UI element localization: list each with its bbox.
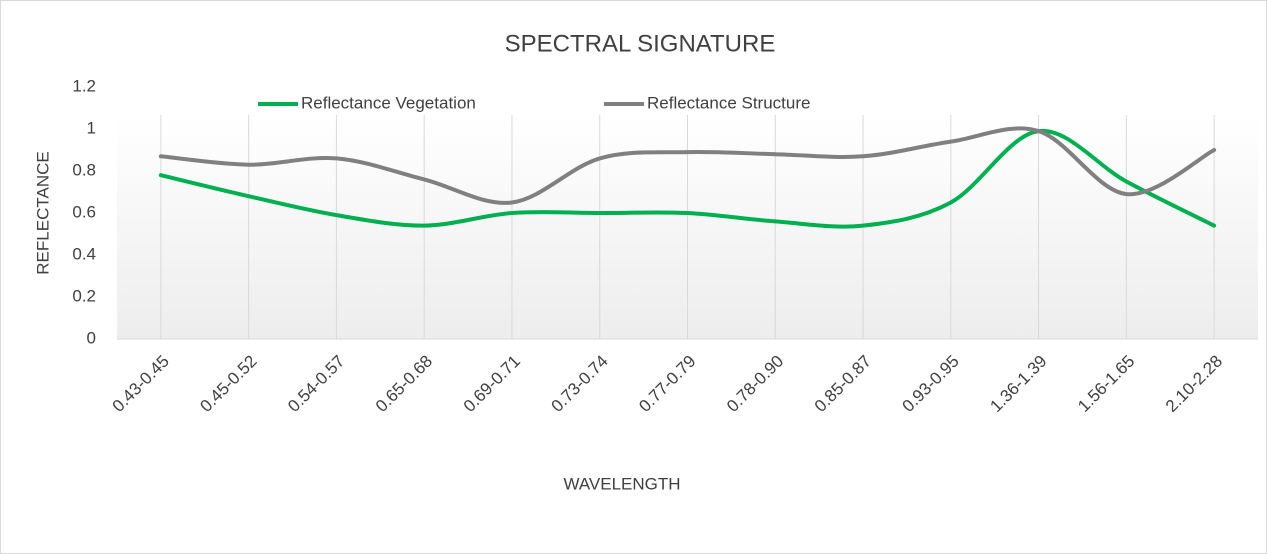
y-axis-title: REFLECTANCE: [33, 151, 52, 274]
series-line: [158, 126, 1217, 205]
y-tick-label: 0.8: [72, 160, 96, 179]
y-tick-label: 0: [87, 328, 96, 347]
x-axis-title: WAVELENGTH: [563, 474, 680, 493]
chart-title: SPECTRAL SIGNATURE: [505, 30, 776, 57]
y-tick-label: 0.4: [72, 244, 96, 263]
y-tick-label: 1: [87, 118, 96, 137]
legend-label: Reflectance Structure: [647, 93, 810, 112]
legend-label: Reflectance Vegetation: [301, 93, 476, 112]
y-tick-label: 0.2: [72, 286, 96, 305]
y-tick-label: 1.2: [72, 76, 96, 95]
y-tick-label: 0.6: [72, 202, 96, 221]
